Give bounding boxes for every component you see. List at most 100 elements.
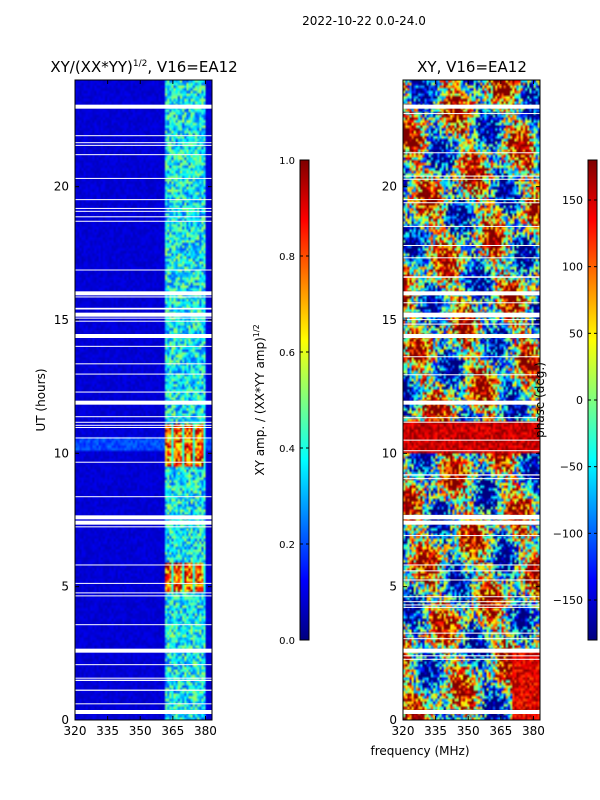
heatmap-1-dropout-22 xyxy=(75,308,212,310)
heatmap-2-dropout-25 xyxy=(403,570,540,572)
heatmap-1-gap-6 xyxy=(75,312,212,317)
heatmap-1-dropout-20 xyxy=(75,345,212,347)
heatmap-2-xtick-label-4: 380 xyxy=(522,724,545,738)
colorbar-1-tick-label-2: 0.4 xyxy=(279,444,295,455)
colorbar-2-tick-label-1: −100 xyxy=(553,527,583,540)
heatmap-1-gap-8 xyxy=(75,104,212,109)
heatmap-2-dropout-38 xyxy=(403,439,540,441)
heatmap-2-dropout-7 xyxy=(403,417,540,419)
heatmap-1-gap-3 xyxy=(75,515,212,520)
heatmap-1-dropout-28 xyxy=(75,582,212,584)
heatmap-2-dropout-35 xyxy=(403,632,540,634)
heatmap-2-dropout-34 xyxy=(403,175,540,177)
colorbar-1-label: XY amp. / (XX*YY amp)1/2 xyxy=(252,324,267,475)
heatmap-2-dropout-19 xyxy=(403,596,540,598)
heatmap-1-dropout-38 xyxy=(75,391,212,393)
heatmap-1-dropout-3 xyxy=(75,220,212,222)
figure-suptitle: 2022-10-22 0.0-24.0 xyxy=(302,14,426,28)
colorbar-2-tick-label-6: 150 xyxy=(562,194,583,207)
heatmap-1-dropout-24 xyxy=(75,437,212,439)
heatmap-1-ytick-label-3: 15 xyxy=(54,313,69,327)
heatmap-2-dropout-33 xyxy=(403,178,540,180)
heatmap-1-ytick-label-1: 5 xyxy=(61,580,69,594)
heatmap-2-image xyxy=(403,80,540,720)
colorbar-2-tick-label-0: −150 xyxy=(553,594,583,607)
heatmap-2-dropout-30 xyxy=(403,638,540,640)
heatmap-1-dropout-11 xyxy=(75,421,212,423)
heatmap-2-xtick-label-3: 365 xyxy=(489,724,512,738)
heatmap-1-dropout-32 xyxy=(75,177,212,179)
heatmap-2-dropout-4 xyxy=(403,152,540,154)
heatmap-2-ytick-label-4: 20 xyxy=(382,180,397,194)
heatmap-1-dropout-17 xyxy=(75,144,212,146)
heatmap-1-dropout-10 xyxy=(75,416,212,418)
heatmap-1-dropout-15 xyxy=(75,595,212,597)
heatmap-2-xtick-label-1: 335 xyxy=(424,724,447,738)
heatmap-2-dropout-28 xyxy=(403,474,540,476)
colorbar-2-label: phase (deg.) xyxy=(533,362,547,438)
heatmap-1-dropout-4 xyxy=(75,207,212,209)
heatmap-2-gap-0 xyxy=(403,710,540,714)
colorbar-1-tick-label-0: 0.0 xyxy=(279,636,295,647)
heatmap-2-dropout-2 xyxy=(403,564,540,566)
heatmap-1-xtick-label-3: 365 xyxy=(161,724,184,738)
heatmap-1-gap-4 xyxy=(75,400,212,405)
heatmap-1-dropout-9 xyxy=(75,664,212,666)
colorbar-2-tick-label-2: −50 xyxy=(560,461,583,474)
heatmap-2-xtick-label-2: 350 xyxy=(457,724,480,738)
heatmap-2-gap-1 xyxy=(403,648,540,653)
colorbar-1 xyxy=(299,159,310,641)
heatmap-2-dropout-27 xyxy=(403,323,540,325)
colorbar-1-tick-label-3: 0.6 xyxy=(279,348,295,359)
heatmap-2-xlabel: frequency (MHz) xyxy=(370,744,469,758)
heatmap-1-dropout-7 xyxy=(75,703,212,705)
heatmap-2-ytick-label-3: 15 xyxy=(382,313,397,327)
heatmap-2-dropout-37 xyxy=(403,316,540,318)
heatmap-2-dropout-18 xyxy=(403,113,540,115)
heatmap-1-dropout-12 xyxy=(75,677,212,679)
heatmap-1-dropout-33 xyxy=(75,461,212,463)
colorbar-2-tick-label-3: 0 xyxy=(576,394,583,407)
heatmap-1-dropout-5 xyxy=(75,592,212,594)
heatmap-2-dropout-17 xyxy=(403,606,540,608)
heatmap-2-dropout-26 xyxy=(403,514,540,516)
heatmap-2-dropout-15 xyxy=(403,244,540,246)
heatmap-1-dropout-27 xyxy=(75,307,212,309)
heatmap-1-gap-2 xyxy=(75,520,212,525)
heatmap-2-gap-4 xyxy=(403,400,540,405)
heatmap-1-dropout-1 xyxy=(75,135,212,137)
colorbar-1-tick-label-1: 0.2 xyxy=(279,540,295,551)
heatmap-2-dropout-6 xyxy=(403,601,540,603)
heatmap-1-dropout-14 xyxy=(75,564,212,566)
colorbar-1-tick-label-5: 1.0 xyxy=(279,156,295,167)
heatmap-2-ytick-label-1: 5 xyxy=(389,580,397,594)
heatmap-2-gap-2 xyxy=(403,520,540,525)
heatmap-1-dropout-39 xyxy=(75,424,212,426)
heatmap-1-gap-0 xyxy=(75,710,212,714)
heatmap-1-title-suffix: , V16=EA12 xyxy=(147,58,237,76)
heatmap-1-xtick-label-1: 335 xyxy=(96,724,119,738)
heatmap-1-xtick-label-4: 380 xyxy=(194,724,217,738)
heatmap-1-dropout-26 xyxy=(75,526,212,528)
heatmap-2-gap-5 xyxy=(403,334,540,338)
heatmap-2-dropout-20 xyxy=(403,302,540,304)
heatmap-1-dropout-36 xyxy=(75,373,212,375)
heatmap-2-gap-3 xyxy=(403,515,540,520)
heatmap-2-gap-7 xyxy=(403,291,540,296)
colorbar-1-label-exp: 1/2 xyxy=(252,324,261,337)
heatmap-1-dropout-37 xyxy=(75,269,212,271)
heatmap-2-dropout-1 xyxy=(403,450,540,452)
heatmap-1-dropout-13 xyxy=(75,427,212,429)
heatmap-1-dropout-25 xyxy=(75,296,212,298)
heatmap-2-ytick-label-2: 10 xyxy=(382,446,397,460)
heatmap-2-dropout-8 xyxy=(403,356,540,358)
heatmap-1-dropout-6 xyxy=(75,496,212,498)
heatmap-1-title: XY/(XX*YY)1/2, V16=EA12 xyxy=(50,58,237,76)
heatmap-1-ytick-label-4: 20 xyxy=(54,180,69,194)
heatmap-2-gap-6 xyxy=(403,312,540,317)
colorbar-2-tick-label-5: 100 xyxy=(562,261,583,274)
heatmap-1-title-base: XY/(XX*YY) xyxy=(50,58,133,76)
heatmap-1-dropout-19 xyxy=(75,216,212,218)
